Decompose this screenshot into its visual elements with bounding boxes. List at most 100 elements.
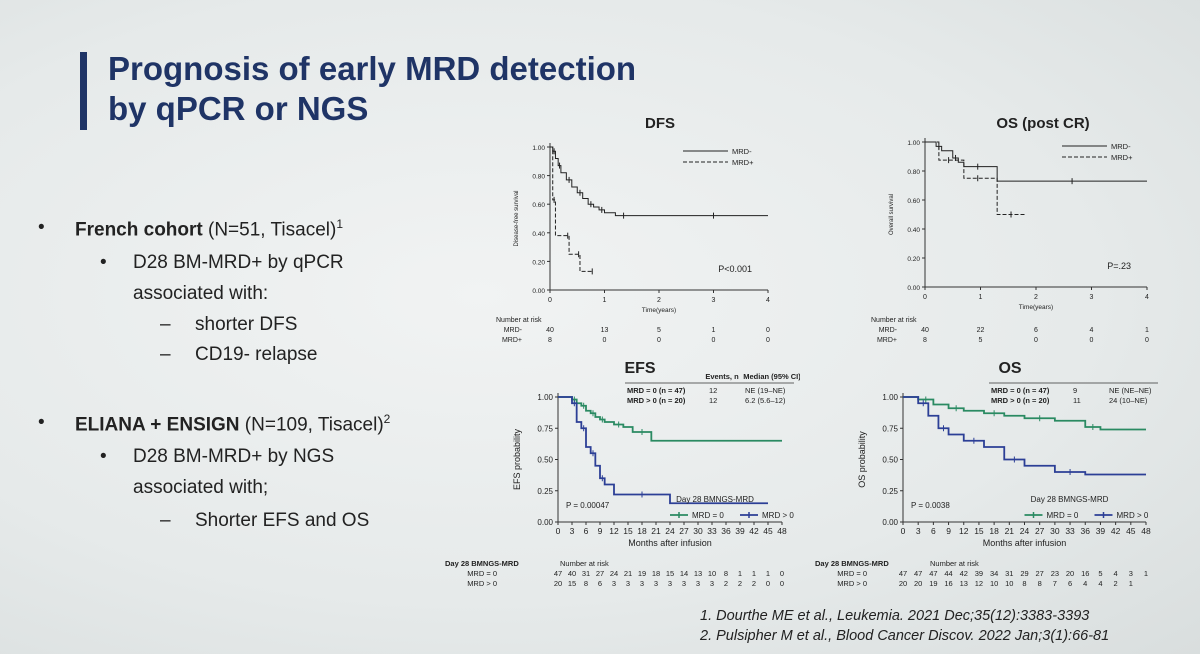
bullet-marker: – (160, 314, 171, 335)
chart-efs: EFS 0.00 0.25 0.50 0.75 1.00 0 3 6 9 12 15 18 21 24 27 3… (470, 355, 801, 605)
bullet-marker: – (160, 510, 171, 531)
y-tick-label: 0.40 (907, 227, 920, 234)
stats-median: NE (NE–NE) (1109, 386, 1152, 395)
chart-title: OS (post CR) (996, 115, 1089, 132)
x-tick-label: 3 (1090, 294, 1094, 301)
x-tick-label: 0 (923, 294, 927, 301)
series-line-mrd- (925, 141, 1025, 215)
legend-title: Day 28 BMNGS-MRD (1031, 495, 1109, 504)
x-tick-label: 39 (735, 526, 745, 536)
y-tick-label: 0.00 (532, 288, 545, 295)
legend-label: MRD+ (1111, 153, 1133, 162)
x-tick-label: 36 (1081, 526, 1091, 536)
bullet-text: D28 BM-MRD+ by NGS (133, 446, 335, 467)
p-value-label: P=.23 (1107, 261, 1131, 271)
legend-label: MRD > 0 (762, 511, 794, 520)
y-tick-label: 0.75 (882, 424, 898, 433)
stats-events: 11 (1073, 396, 1081, 405)
x-tick-label: 4 (766, 297, 770, 304)
stats-group: MRD = 0 (n = 47) (627, 386, 686, 395)
x-tick-label: 33 (1065, 526, 1075, 536)
y-tick-label: 1.00 (532, 145, 545, 152)
x-tick-label: 9 (598, 526, 603, 536)
p-value-label: P = 0.0038 (911, 501, 950, 510)
x-tick-label: 1 (603, 297, 607, 304)
y-tick-label: 0.50 (537, 456, 553, 465)
x-tick-label: 1 (979, 294, 983, 301)
x-axis-label: Months after infusion (983, 538, 1067, 548)
reference-2: 2. Pulsipher M et al., Blood Cancer Disc… (700, 628, 1110, 644)
x-tick-label: 6 (584, 526, 589, 536)
stats-group: MRD = 0 (n = 47) (991, 386, 1050, 395)
y-axis-label: Overall survival (889, 194, 895, 235)
y-tick-label: 0.60 (907, 198, 920, 205)
stats-header: Median (95% CI) (743, 372, 800, 381)
series-line-mrd-0 (558, 396, 768, 505)
x-tick-label: 24 (1020, 526, 1030, 536)
x-axis-label: Months after infusion (628, 538, 712, 548)
x-tick-label: 3 (570, 526, 575, 536)
chart-os-post-cr: OS (post CR) 0.00 0.20 0.40 0.60 0.80 1.00 0 1 2 3… (855, 100, 1175, 355)
bullet-marker: • (38, 412, 45, 433)
y-tick-label: 1.00 (537, 393, 553, 402)
y-tick-label: 0.00 (907, 285, 920, 292)
y-tick-label: 0.40 (532, 231, 545, 238)
x-tick-label: 42 (1111, 526, 1121, 536)
x-tick-label: 42 (749, 526, 759, 536)
x-axis-label: Time(years) (1019, 304, 1053, 311)
x-tick-label: 3 (712, 297, 716, 304)
bullet-text: D28 BM-MRD+ by qPCR (133, 252, 344, 273)
bullet-text: French cohort (N=51, Tisacel)1 (75, 217, 343, 241)
legend-label: MRD+ (732, 158, 754, 167)
bullet-text: Shorter EFS and OS (195, 510, 370, 531)
x-tick-label: 39 (1096, 526, 1106, 536)
stats-events: 12 (709, 386, 717, 395)
bullet-text: ELIANA + ENSIGN (N=109, Tisacel)2 (75, 412, 391, 436)
chart-dfs: DFS 0.00 0.20 0.40 0.60 0.80 1.00 0 1 2 3 4 Time(yea… (490, 100, 790, 355)
title-accent-bar (80, 52, 87, 130)
x-tick-label: 27 (679, 526, 689, 536)
legend-label: MRD = 0 (692, 511, 724, 520)
x-tick-label: 30 (1050, 526, 1060, 536)
stats-group: MRD > 0 (n = 20) (627, 396, 686, 405)
chart-title: EFS (624, 360, 655, 377)
x-tick-label: 48 (1141, 526, 1151, 536)
x-tick-label: 0 (901, 526, 906, 536)
x-tick-label: 0 (556, 526, 561, 536)
series-line-mrd- (925, 141, 1147, 182)
reference-1: 1. Dourthe ME et al., Leukemia. 2021 Dec… (700, 608, 1090, 624)
slide-title-line-1: Prognosis of early MRD detection (108, 50, 637, 87)
stats-median: NE (19–NE) (745, 386, 786, 395)
x-tick-label: 12 (609, 526, 619, 536)
p-value-label: P<0.001 (718, 264, 752, 274)
footnote-marker: 1 (336, 217, 343, 231)
y-tick-label: 0.75 (537, 424, 553, 433)
stats-events: 12 (709, 396, 717, 405)
bullet-text: associated with: (133, 283, 269, 304)
x-tick-label: 0 (548, 297, 552, 304)
chart-title: DFS (645, 115, 675, 132)
x-tick-label: 3 (916, 526, 921, 536)
x-tick-label: 15 (974, 526, 984, 536)
chart-title: OS (998, 360, 1021, 377)
y-axis-label: Disease-free survival (514, 190, 520, 246)
stats-group: MRD > 0 (n = 20) (991, 396, 1050, 405)
legend-label: MRD = 0 (1047, 511, 1079, 520)
x-tick-label: 18 (637, 526, 647, 536)
y-axis-label: OS probability (857, 431, 867, 488)
bullet-marker: • (38, 217, 45, 238)
bullet-bold-text: French cohort (75, 219, 203, 241)
x-tick-label: 21 (651, 526, 661, 536)
x-tick-label: 36 (721, 526, 731, 536)
x-tick-label: 27 (1035, 526, 1045, 536)
chart-svg-os: OS0.000.250.500.751.000 3 6 9 12 15 18 21 24 27 30… (857, 360, 1158, 548)
x-tick-label: 12 (959, 526, 969, 536)
y-tick-label: 0.00 (537, 518, 553, 527)
stats-header: Events, n (705, 372, 739, 381)
slide-title-line-2: by qPCR or NGS (108, 90, 369, 127)
y-tick-label: 0.80 (907, 169, 920, 176)
series-line-mrd- (550, 146, 594, 272)
x-tick-label: 45 (763, 526, 773, 536)
